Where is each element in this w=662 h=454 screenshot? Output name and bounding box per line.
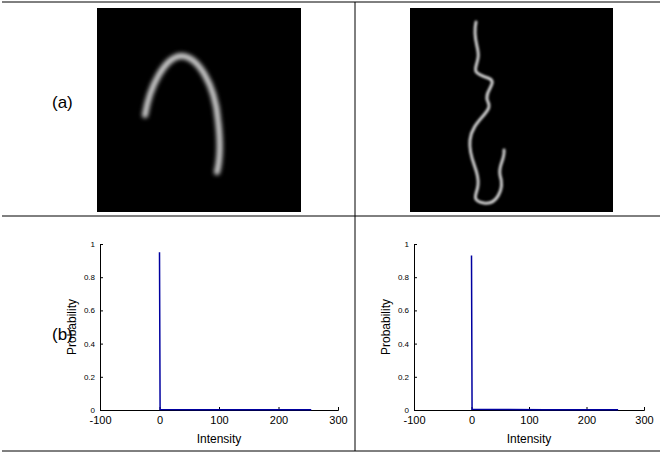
image-background: [97, 8, 301, 212]
x-tick-label: 0: [469, 414, 475, 426]
y-tick-mark: [100, 344, 103, 345]
x-tick: 300: [329, 407, 347, 426]
table-rule: [2, 216, 660, 217]
x-tick-label: 100: [520, 414, 538, 426]
x-tick-label: 300: [329, 414, 347, 426]
table-rule: [2, 451, 660, 452]
y-tick-label: 0.2: [398, 373, 410, 382]
y-tick-label: 0.4: [84, 340, 96, 349]
y-tick-label: 1: [405, 240, 410, 249]
y-tick-label: 0.4: [398, 340, 410, 349]
x-tick-label: -100: [403, 414, 425, 426]
y-tick-mark: [414, 310, 417, 311]
x-tick-label: 100: [210, 414, 228, 426]
x-tick-label: 200: [578, 414, 596, 426]
x-tick-label: 0: [157, 414, 163, 426]
figure: (a)(b)-100010020030000.20.40.60.81Intens…: [0, 0, 662, 454]
y-tick-label: 0: [91, 406, 96, 415]
y-tick: 0.4: [84, 340, 103, 349]
y-tick: 0.2: [84, 373, 103, 382]
row-label: (a): [52, 93, 73, 112]
x-tick-mark: [338, 407, 339, 410]
y-tick-mark: [100, 377, 103, 378]
y-tick-mark: [414, 244, 417, 245]
y-tick: 0.2: [398, 373, 417, 382]
y-tick-mark: [414, 377, 417, 378]
x-tick-label: 300: [635, 414, 653, 426]
y-axis: 0 0.2 0.4 0.6 0.8 1: [398, 240, 417, 415]
y-tick-label: 0.8: [398, 273, 410, 282]
y-tick: 0.8: [398, 273, 417, 282]
y-tick-mark: [414, 410, 417, 411]
y-tick-mark: [100, 410, 103, 411]
y-tick: 0.6: [84, 306, 103, 315]
y-tick-mark: [100, 244, 103, 245]
chart: -100010020030000.20.40.60.81IntensityPro…: [65, 240, 348, 446]
y-tick-mark: [414, 277, 417, 278]
y-tick-mark: [100, 277, 103, 278]
x-axis-title: Intensity: [197, 432, 242, 446]
y-axis-title: Probability: [379, 299, 393, 355]
y-tick-label: 0.6: [84, 306, 96, 315]
x-tick-label: 200: [270, 414, 288, 426]
y-tick: 1: [405, 240, 417, 249]
table-rule: [2, 2, 660, 3]
y-axis-title: Probability: [65, 299, 79, 355]
x-axis-title: Intensity: [507, 432, 552, 446]
y-axis: 0 0.2 0.4 0.6 0.8 1: [84, 240, 103, 415]
y-tick: 0: [405, 406, 417, 415]
y-tick-mark: [414, 344, 417, 345]
chart: -100010020030000.20.40.60.81IntensityPro…: [379, 240, 654, 446]
image-background: [410, 8, 613, 212]
histogram-line: [160, 252, 312, 410]
y-tick: 0.8: [84, 273, 103, 282]
y-tick-label: 0.8: [84, 273, 96, 282]
x-tick-mark: [644, 407, 645, 410]
plot-area: [472, 256, 619, 410]
plot-area: [160, 252, 312, 410]
x-tick: 300: [635, 407, 653, 426]
image-curve: [470, 22, 504, 203]
y-tick: 1: [91, 240, 103, 249]
image-curve: [145, 56, 220, 172]
y-tick-mark: [100, 310, 103, 311]
x-tick-label: -100: [89, 414, 111, 426]
y-axis-line: [415, 245, 418, 411]
y-tick: 0.6: [398, 306, 417, 315]
y-tick: 0: [91, 406, 103, 415]
y-tick-label: 1: [91, 240, 96, 249]
y-tick: 0.4: [398, 340, 417, 349]
y-tick-label: 0.2: [84, 373, 96, 382]
y-tick-label: 0.6: [398, 306, 410, 315]
y-axis-line: [101, 245, 104, 411]
y-tick-label: 0: [405, 406, 410, 415]
histogram-line: [472, 256, 619, 410]
table-rule: [355, 2, 356, 451]
